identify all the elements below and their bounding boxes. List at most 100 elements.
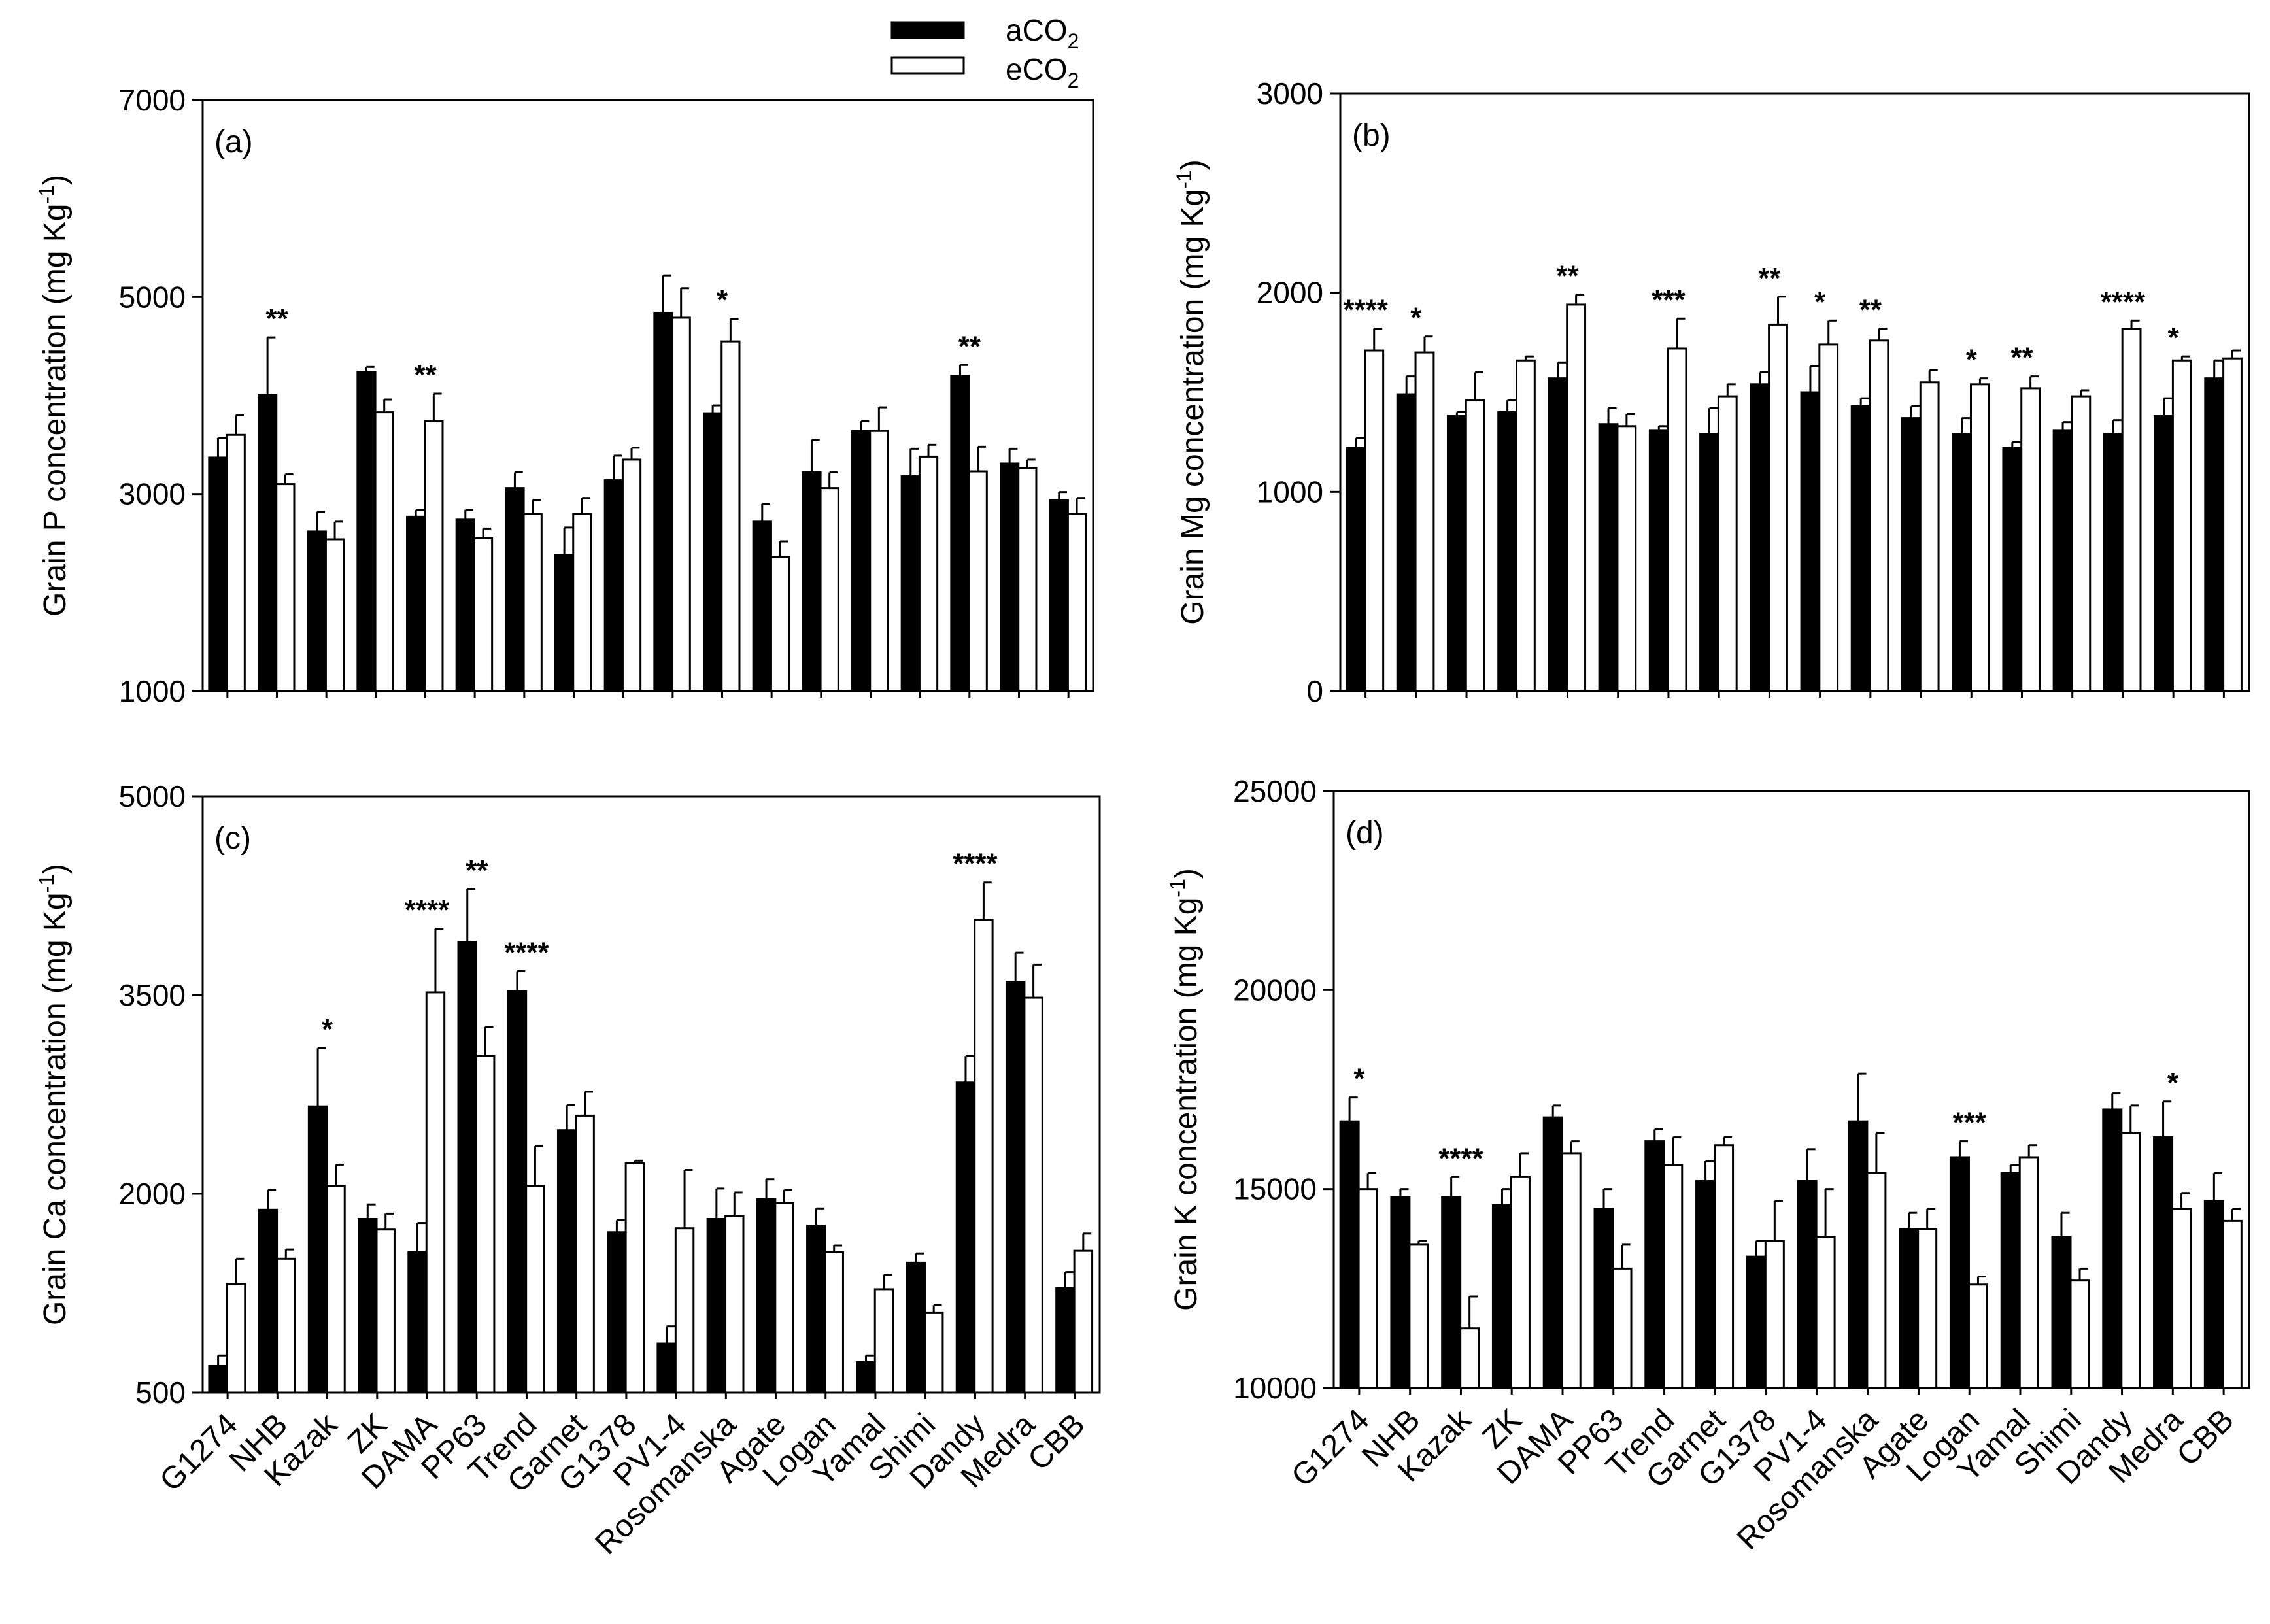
bar-kazak-eco2	[1465, 399, 1485, 692]
bar-g1274-eco2	[226, 1283, 246, 1394]
bar-agate-aco2	[1901, 417, 1922, 692]
bar-pv1-4-aco2	[1800, 391, 1821, 692]
bar-agate-eco2	[1917, 1228, 1938, 1389]
bar-rosomanska-eco2	[724, 1215, 745, 1394]
bar-nhb-aco2	[1390, 1196, 1411, 1389]
bar-dama-aco2	[407, 1251, 428, 1394]
bar-kazak-aco2	[307, 530, 327, 692]
bar-rosomanska-aco2	[1850, 405, 1871, 692]
bar-trend-eco2	[522, 513, 543, 692]
y-tick-label: 10000	[1233, 1371, 1317, 1405]
bar-dama-aco2	[406, 515, 426, 692]
bar-pp63-aco2	[1593, 1208, 1614, 1389]
bar-trend-eco2	[1667, 347, 1687, 692]
bar-dandy-aco2	[955, 1081, 976, 1394]
y-tick-label: 25000	[1233, 774, 1317, 808]
legend: aCO2 eCO2	[890, 13, 1079, 92]
bar-medra-eco2	[2171, 1208, 2192, 1389]
bar-kazak-aco2	[307, 1105, 328, 1394]
bar-dandy-eco2	[2120, 1132, 2141, 1389]
y-tick-label: 2000	[119, 1177, 186, 1211]
significance-rosomanska: **	[1859, 294, 1882, 326]
x-tick-label-cbb: CBB	[1021, 1407, 1091, 1477]
bar-nhb-eco2	[275, 483, 296, 692]
y-tick-label: 5000	[119, 280, 186, 314]
bar-dandy-eco2	[968, 470, 988, 692]
significance-pp63: **	[466, 854, 488, 887]
bar-agate-eco2	[774, 1202, 794, 1394]
plot-frame	[1339, 92, 2250, 692]
bar-kazak-aco2	[1441, 1196, 1462, 1389]
bar-yamal-eco2	[2018, 1156, 2039, 1389]
bar-agate-eco2	[770, 556, 790, 692]
significance-g1274: *	[1353, 1063, 1365, 1095]
bar-garnet-aco2	[1699, 433, 1719, 692]
bar-g1378-aco2	[603, 479, 624, 692]
bar-dandy-aco2	[950, 375, 970, 692]
bar-yamal-aco2	[851, 430, 872, 692]
y-axis-label-end: )	[38, 175, 73, 185]
y-axis-label: Grain Ca concentration (mg Kg-1)	[35, 864, 73, 1325]
bar-rosomanska-eco2	[1869, 339, 1889, 692]
bar-pv1-4-aco2	[656, 1342, 677, 1394]
bar-trend-eco2	[1663, 1164, 1684, 1389]
bar-garnet-aco2	[1695, 1179, 1716, 1389]
bar-pp63-eco2	[1616, 425, 1637, 692]
y-tick-label: 15000	[1233, 1172, 1317, 1206]
bar-g1378-aco2	[607, 1231, 627, 1394]
bar-garnet-eco2	[1714, 1144, 1735, 1389]
y-tick-label: 500	[135, 1376, 186, 1410]
bar-nhb-aco2	[1396, 393, 1417, 692]
bar-rosomanska-eco2	[1866, 1172, 1887, 1389]
y-tick-label: 20000	[1233, 973, 1317, 1007]
bar-pv1-4-eco2	[674, 1227, 695, 1394]
bar-yamal-aco2	[2002, 447, 2023, 692]
panel-c-chart: 500 2000 3500 5000 Grain Ca concentration (m…	[35, 779, 1101, 1561]
bar-kazak-eco2	[1459, 1327, 1480, 1389]
bar-medra-aco2	[1005, 981, 1026, 1394]
significance-medra: *	[2167, 1067, 2179, 1099]
bar-zk-eco2	[1516, 359, 1536, 692]
bar-nhb-eco2	[276, 1257, 296, 1394]
bar-yamal-eco2	[2020, 387, 2041, 692]
plot-frame	[201, 99, 1094, 692]
significance-dandy: ****	[2101, 286, 2146, 318]
bar-zk-eco2	[1510, 1176, 1531, 1389]
bar-dama-eco2	[1566, 303, 1587, 692]
bar-kazak-eco2	[326, 1185, 346, 1394]
y-axis-label-end: )	[38, 864, 73, 874]
bar-logan-aco2	[806, 1225, 826, 1394]
bar-cbb-aco2	[2204, 377, 2225, 692]
y-axis-label: Grain Mg concentration (mg Kg-1)	[1172, 160, 1210, 624]
bar-pp63-aco2	[455, 518, 475, 692]
bar-pp63-eco2	[473, 537, 494, 692]
bar-g1274-eco2	[1357, 1188, 1378, 1389]
significance-g1274: ****	[1343, 294, 1388, 326]
bar-agate-aco2	[1899, 1228, 1920, 1389]
bar-kazak-aco2	[1446, 415, 1467, 692]
y-tick-label: 3000	[119, 477, 186, 511]
significance-pv1-4: *	[1814, 286, 1826, 318]
bar-agate-aco2	[752, 520, 772, 692]
significance-logan: *	[1966, 344, 1978, 376]
bar-pv1-4-eco2	[1818, 343, 1839, 692]
y-axis-label: Grain K concentration (mg Kg-1)	[1166, 868, 1204, 1311]
significance-nhb: **	[265, 303, 288, 335]
panel-label: (d)	[1346, 816, 1384, 851]
significance-dama: **	[414, 359, 437, 391]
bar-pp63-aco2	[1598, 423, 1619, 692]
panel-label: (a)	[214, 125, 253, 160]
x-tick-label-cbb: CBB	[2171, 1402, 2241, 1472]
bar-nhb-aco2	[258, 1208, 279, 1394]
bar-logan-eco2	[1970, 383, 1990, 692]
y-axis-label-end: )	[1176, 160, 1210, 170]
bar-yamal-eco2	[869, 430, 889, 692]
bar-g1378-eco2	[624, 1162, 645, 1394]
bar-rosomanska-aco2	[706, 1218, 727, 1394]
plot-frame	[201, 795, 1101, 1394]
significance-g1378: **	[1758, 262, 1781, 294]
bar-pp63-eco2	[1612, 1267, 1633, 1389]
bar-agate-aco2	[756, 1198, 777, 1394]
bar-zk-aco2	[358, 1218, 378, 1394]
